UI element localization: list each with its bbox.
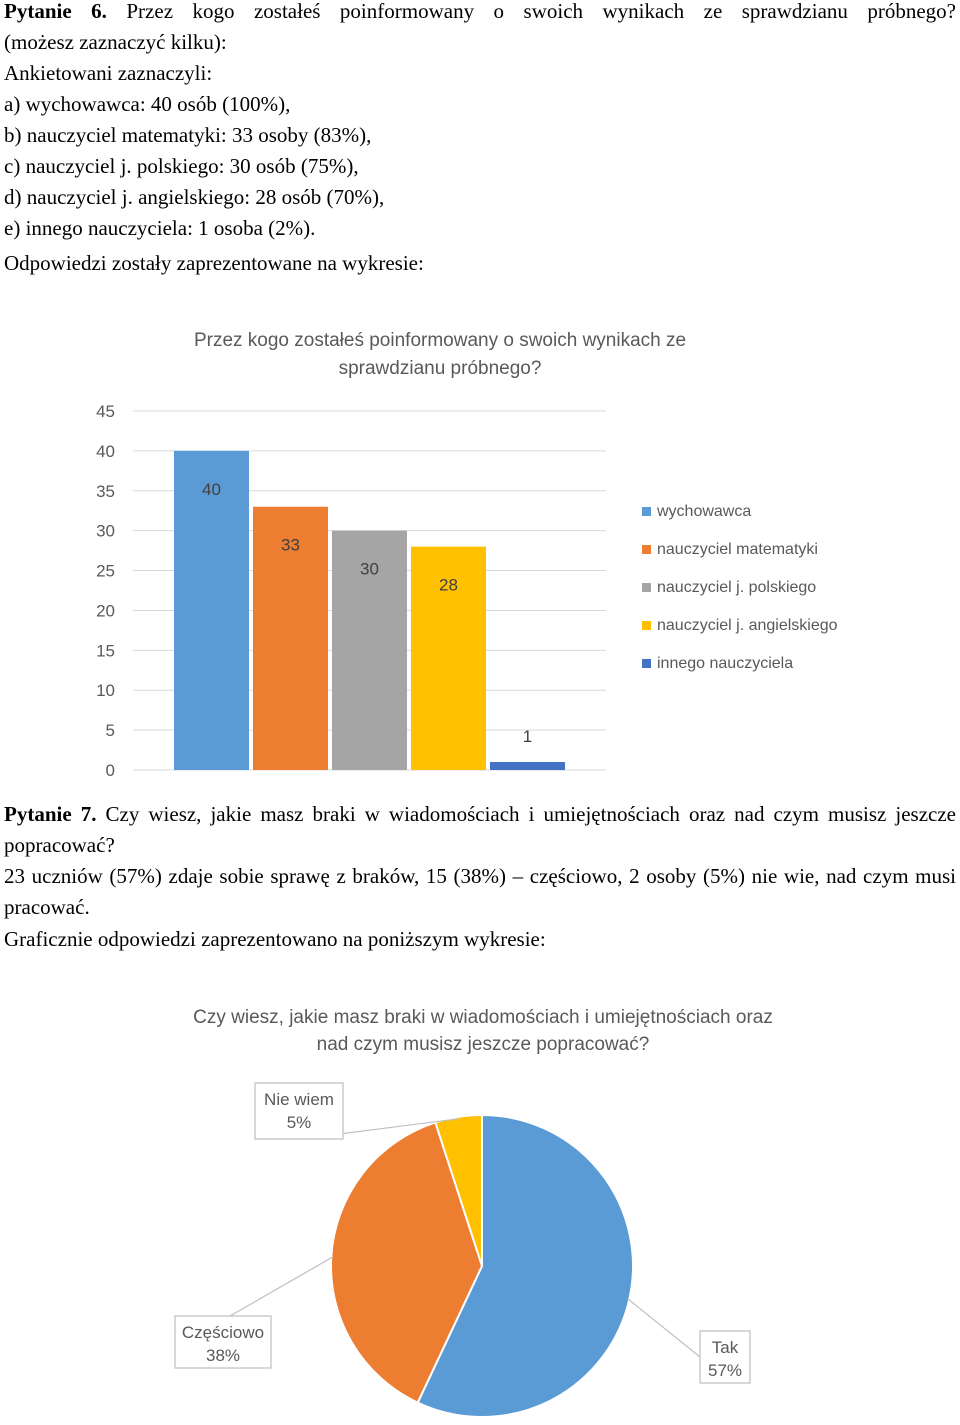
bar-value-label: 33 — [281, 536, 300, 555]
pie-leader-line — [229, 1256, 334, 1317]
pie-label-box — [174, 1315, 272, 1369]
q6-question-text: Przez kogo zostałeś poinformowany o swoi… — [126, 0, 957, 23]
pie-label-value: 38% — [206, 1346, 240, 1365]
bar-legend-swatch — [642, 621, 651, 630]
pie-chart: Czy wiesz, jakie masz braki w wiadomości… — [174, 1007, 773, 1418]
q6-answer-e: e) innego nauczyciela: 1 osoba (2%). — [4, 216, 316, 240]
pie-slice-tak — [416, 1113, 634, 1418]
pie-leader-line — [627, 1298, 701, 1358]
bar-ytick-label: 15 — [96, 641, 115, 660]
bar-3 — [332, 530, 407, 770]
bar-ytick-label: 45 — [96, 402, 115, 421]
bar-value-label: 30 — [360, 560, 379, 579]
bar-legend-swatch — [642, 659, 651, 668]
bar-ytick-label: 25 — [96, 562, 115, 581]
q6-question: Pytanie 6. Przez kogo zostałeś poinformo… — [4, 0, 956, 27]
pie-chart-title-line1: Czy wiesz, jakie masz braki w wiadomości… — [193, 1007, 773, 1028]
pie-chart-title-line2: nad czym musisz jeszcze popracować? — [317, 1034, 650, 1055]
pie-slice-częściowo — [330, 1121, 484, 1404]
bar-legend-swatch — [642, 583, 651, 592]
bar-ytick-label: 35 — [96, 482, 115, 501]
bar-5 — [490, 762, 565, 770]
q6-answer-a: a) wychowawca: 40 osób (100%), — [4, 92, 291, 116]
bar-legend-swatch — [642, 507, 651, 516]
q6-heading: Pytanie 6. — [4, 0, 107, 23]
bar-legend-label: nauczyciel j. polskiego — [657, 579, 816, 596]
bar-ytick-label: 40 — [96, 442, 115, 461]
q7-heading: Pytanie 7. — [4, 802, 97, 826]
q7-answer: 23 uczniów (57%) zdaje sobie sprawę z br… — [4, 864, 956, 919]
bar-legend-label: innego nauczyciela — [657, 655, 793, 672]
bar-legend-label: nauczyciel matematyki — [657, 541, 818, 558]
q7-outro: Graficznie odpowiedzi zaprezentowano na … — [4, 927, 546, 951]
pie-label-box — [254, 1082, 344, 1140]
q6-note: (możesz zaznaczyć kilku): — [4, 30, 227, 54]
pie-label-value: 5% — [287, 1113, 312, 1132]
pie-label-name: Częściowo — [182, 1323, 264, 1342]
q6-answer-b: b) nauczyciel matematyki: 33 osoby (83%)… — [4, 123, 372, 147]
pie-label-name: Nie wiem — [264, 1090, 334, 1109]
bar-ytick-label: 5 — [106, 721, 115, 740]
bar-legend-label: nauczyciel j. angielskiego — [657, 617, 838, 634]
bar-ytick-label: 0 — [106, 761, 115, 780]
bar-1 — [174, 450, 249, 770]
bar-value-label: 28 — [439, 576, 458, 595]
bar-legend-label: wychowawca — [656, 503, 751, 520]
bar-chart-title-line1: Przez kogo zostałeś poinformowany o swoi… — [194, 330, 686, 351]
pie-label-name: Tak — [712, 1338, 739, 1357]
q6-answer-d: d) nauczyciel j. angielskiego: 28 osób (… — [4, 185, 385, 209]
bar-value-label: 40 — [202, 480, 221, 499]
q6-outro: Odpowiedzi zostały zaprezentowane na wyk… — [4, 251, 424, 275]
bar-chart-title-line2: sprawdzianu próbnego? — [339, 358, 542, 379]
bar-2 — [253, 506, 328, 770]
bar-4 — [411, 546, 486, 770]
q6-answer-c: c) nauczyciel j. polskiego: 30 osób (75%… — [4, 154, 359, 178]
pie-label-value: 57% — [708, 1361, 742, 1380]
bar-ytick-label: 20 — [96, 601, 115, 620]
q7-question-line: Pytanie 7. Czy wiesz, jakie masz braki w… — [4, 799, 956, 861]
pie-label-box — [699, 1330, 751, 1384]
bar-chart: Przez kogo zostałeś poinformowany o swoi… — [96, 330, 838, 780]
q6-intro: Ankietowani zaznaczyli: — [4, 61, 213, 85]
bar-legend-swatch — [642, 545, 651, 554]
bar-value-label: 1 — [523, 727, 532, 746]
bar-ytick-label: 30 — [96, 522, 115, 541]
bar-ytick-label: 10 — [96, 681, 115, 700]
q7-question-text: Czy wiesz, jakie masz braki w wiadomości… — [4, 802, 957, 857]
